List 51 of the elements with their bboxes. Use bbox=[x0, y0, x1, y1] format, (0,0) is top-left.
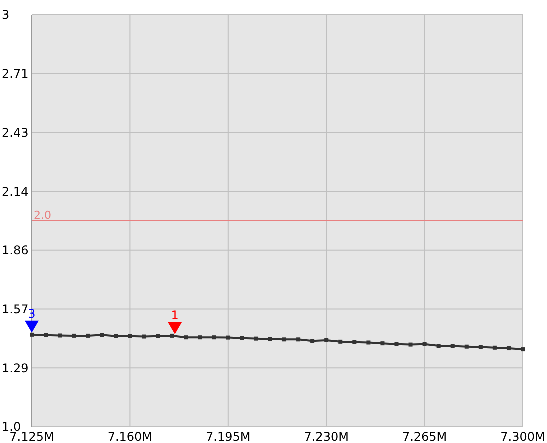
point bbox=[226, 336, 230, 340]
point bbox=[128, 334, 132, 338]
point bbox=[212, 336, 216, 340]
x-tick-label: 7.265M bbox=[402, 430, 448, 443]
y-tick-label: 1.29 bbox=[2, 361, 29, 376]
point bbox=[394, 342, 399, 346]
point bbox=[422, 342, 427, 346]
point bbox=[268, 337, 272, 342]
point bbox=[30, 332, 34, 337]
point bbox=[240, 336, 244, 340]
point bbox=[436, 344, 441, 348]
point bbox=[254, 336, 258, 341]
y-tick-label: 2.14 bbox=[2, 184, 29, 199]
point bbox=[296, 338, 301, 342]
point bbox=[72, 334, 76, 338]
point bbox=[324, 338, 329, 342]
x-tick-label: 7.300M bbox=[500, 430, 546, 443]
point bbox=[156, 334, 160, 338]
x-tick-label: 7.230M bbox=[304, 430, 349, 443]
point bbox=[506, 346, 511, 351]
y-tick-label: 1.86 bbox=[2, 244, 29, 258]
y-tick-label: 2.43 bbox=[2, 126, 29, 140]
point bbox=[142, 334, 146, 339]
point bbox=[198, 336, 202, 340]
y-tick-label: 2.71 bbox=[2, 67, 29, 82]
point bbox=[44, 333, 48, 338]
annotation: 1 bbox=[171, 308, 179, 322]
point bbox=[408, 342, 413, 347]
point bbox=[282, 338, 287, 342]
x-tick-label: 7.125M bbox=[10, 430, 54, 443]
point bbox=[521, 348, 525, 352]
point bbox=[478, 345, 483, 350]
point bbox=[450, 344, 455, 348]
point bbox=[310, 339, 315, 344]
y-tick-label: 3 bbox=[2, 8, 10, 22]
ref-line-label: 2.0 bbox=[34, 209, 52, 222]
point bbox=[184, 336, 188, 340]
point bbox=[380, 342, 385, 346]
point bbox=[338, 340, 343, 344]
point bbox=[366, 340, 371, 345]
x-tick-label: 7.195M bbox=[206, 430, 251, 443]
point bbox=[114, 334, 118, 338]
point bbox=[464, 344, 469, 349]
y-tick-label: 1.57 bbox=[2, 302, 29, 316]
point bbox=[170, 334, 174, 338]
point bbox=[100, 333, 104, 338]
point bbox=[352, 340, 357, 344]
point bbox=[58, 334, 62, 338]
x-tick-label: 7.160M bbox=[108, 430, 153, 443]
point bbox=[86, 334, 90, 338]
point bbox=[492, 346, 497, 350]
